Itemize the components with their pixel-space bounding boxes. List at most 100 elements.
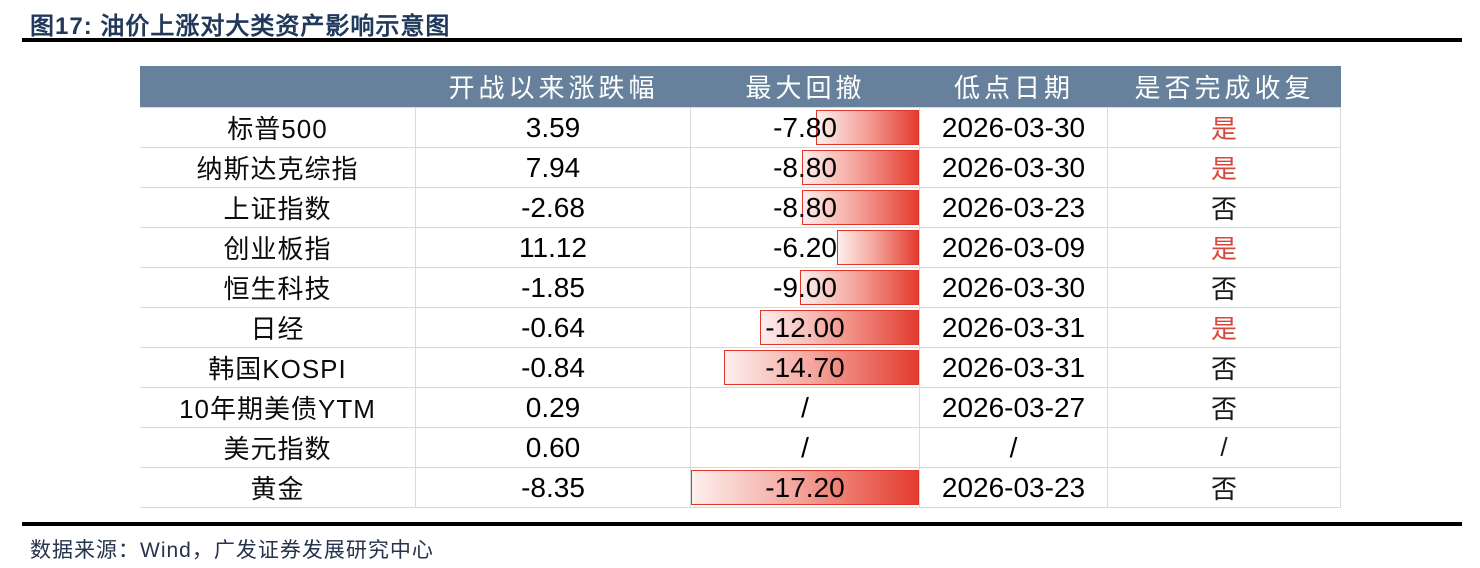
- recovered-flag: 否: [1210, 394, 1237, 424]
- table-row: 创业板指 11.12 -6.20 2026-03-09 是: [140, 228, 1341, 268]
- recovered-flag: 是: [1210, 114, 1237, 144]
- data-source: 数据来源：Wind，广发证券发展研究中心: [30, 539, 434, 562]
- drawdown-value: /: [801, 431, 809, 463]
- recovered-flag: 否: [1210, 274, 1237, 304]
- low-date: 2026-03-27: [941, 391, 1086, 423]
- low-date: 2026-03-30: [941, 271, 1086, 303]
- low-date: /: [1009, 431, 1018, 463]
- recovered-cell: 是: [1108, 308, 1341, 347]
- drawdown-value: -6.20: [773, 231, 837, 263]
- recovered-cell: 是: [1108, 108, 1341, 147]
- change-cell: 7.94: [416, 148, 691, 187]
- change-cell: -2.68: [416, 188, 691, 227]
- change-value: -0.64: [521, 311, 585, 343]
- recovered-cell: 否: [1108, 188, 1341, 227]
- low-date: 2026-03-30: [941, 151, 1086, 183]
- asset-name: 韩国KOSPI: [208, 354, 347, 384]
- table-row: 上证指数 -2.68 -8.80 2026-03-23 否: [140, 188, 1341, 228]
- table-row: 10年期美债YTM 0.29 / 2026-03-27 否: [140, 388, 1341, 428]
- low-date-cell: 2026-03-31: [920, 308, 1108, 347]
- drawdown-value: -7.80: [773, 111, 837, 143]
- drawdown-value: -9.00: [773, 271, 837, 303]
- drawdown-cell: -8.80: [691, 188, 920, 227]
- recovered-flag: 是: [1210, 154, 1237, 184]
- low-date: 2026-03-23: [941, 191, 1086, 223]
- asset-name-cell: 纳斯达克综指: [140, 148, 416, 187]
- low-date: 2026-03-30: [941, 111, 1086, 143]
- drawdown-cell: -14.70: [691, 348, 920, 387]
- asset-impact-table: 开战以来涨跌幅 最大回撤 低点日期 是否完成收复 标普500 3.59 -7.80 2…: [140, 66, 1341, 508]
- low-date-cell: 2026-03-31: [920, 348, 1108, 387]
- drawdown-cell: /: [691, 388, 920, 427]
- change-cell: 0.29: [416, 388, 691, 427]
- asset-name-cell: 创业板指: [140, 228, 416, 267]
- asset-name: 创业板指: [223, 234, 332, 264]
- recovered-cell: /: [1108, 428, 1341, 467]
- table-row: 黄金 -8.35 -17.20 2026-03-23 否: [140, 468, 1341, 508]
- change-cell: 0.60: [416, 428, 691, 467]
- change-cell: 11.12: [416, 228, 691, 267]
- low-date-cell: 2026-03-27: [920, 388, 1108, 427]
- low-date-cell: 2026-03-09: [920, 228, 1108, 267]
- change-cell: -0.84: [416, 348, 691, 387]
- drawdown-data-bar: [802, 150, 919, 185]
- asset-name-cell: 韩国KOSPI: [140, 348, 416, 387]
- change-value: -0.84: [521, 351, 585, 383]
- header-asset-name: [140, 66, 416, 107]
- footer-divider-rule: [22, 522, 1462, 526]
- drawdown-value: -17.20: [765, 471, 845, 503]
- asset-name: 上证指数: [223, 194, 332, 224]
- change-value: 7.94: [525, 151, 581, 183]
- drawdown-data-bar: [724, 350, 919, 385]
- asset-name: 10年期美债YTM: [179, 394, 376, 424]
- asset-name: 恒生科技: [223, 274, 332, 304]
- recovered-cell: 否: [1108, 348, 1341, 387]
- change-value: -1.85: [521, 271, 585, 303]
- asset-name: 标普500: [227, 114, 328, 144]
- drawdown-value: -14.70: [765, 351, 845, 383]
- table-row: 纳斯达克综指 7.94 -8.80 2026-03-30 是: [140, 148, 1341, 188]
- table-body: 标普500 3.59 -7.80 2026-03-30 是纳斯达克综指 7.94 -8.80…: [140, 107, 1341, 508]
- low-date: 2026-03-09: [941, 231, 1086, 263]
- drawdown-data-bar: [836, 230, 919, 265]
- table-row: 日经 -0.64 -12.00 2026-03-31 是: [140, 308, 1341, 348]
- table-header-row: 开战以来涨跌幅 最大回撤 低点日期 是否完成收复: [140, 66, 1341, 107]
- low-date-cell: 2026-03-30: [920, 268, 1108, 307]
- low-date: 2026-03-31: [941, 311, 1086, 343]
- drawdown-cell: -12.00: [691, 308, 920, 347]
- change-value: -8.35: [521, 471, 585, 503]
- asset-name-cell: 标普500: [140, 108, 416, 147]
- drawdown-data-bar: [802, 190, 919, 225]
- asset-name-cell: 恒生科技: [140, 268, 416, 307]
- low-date: 2026-03-31: [941, 351, 1086, 383]
- table-row: 标普500 3.59 -7.80 2026-03-30 是: [140, 108, 1341, 148]
- change-value: 3.59: [525, 111, 581, 143]
- asset-name-cell: 日经: [140, 308, 416, 347]
- recovered-cell: 是: [1108, 148, 1341, 187]
- drawdown-data-bar: [759, 310, 919, 345]
- drawdown-data-bar: [815, 110, 919, 145]
- recovered-flag: 是: [1210, 234, 1237, 264]
- low-date-cell: /: [920, 428, 1108, 467]
- low-date-cell: 2026-03-30: [920, 108, 1108, 147]
- drawdown-value: -8.80: [773, 151, 837, 183]
- drawdown-cell: -8.80: [691, 148, 920, 187]
- drawdown-cell: -7.80: [691, 108, 920, 147]
- header-max-drawdown: 最大回撤: [745, 73, 866, 103]
- asset-name: 日经: [250, 314, 305, 344]
- figure-title: 图17: 油价上涨对大类资产影响示意图: [30, 13, 451, 40]
- drawdown-data-bar: [691, 470, 919, 505]
- recovered-flag: 否: [1210, 194, 1237, 224]
- table-row: 韩国KOSPI -0.84 -14.70 2026-03-31 否: [140, 348, 1341, 388]
- recovered-cell: 否: [1108, 388, 1341, 427]
- asset-name-cell: 黄金: [140, 468, 416, 507]
- asset-name-cell: 10年期美债YTM: [140, 388, 416, 427]
- drawdown-cell: -17.20: [691, 468, 920, 507]
- asset-name: 纳斯达克综指: [196, 154, 359, 184]
- change-cell: -1.85: [416, 268, 691, 307]
- recovered-flag: /: [1220, 432, 1228, 462]
- low-date-cell: 2026-03-23: [920, 188, 1108, 227]
- header-change: 开战以来涨跌幅: [448, 73, 659, 103]
- recovered-cell: 是: [1108, 228, 1341, 267]
